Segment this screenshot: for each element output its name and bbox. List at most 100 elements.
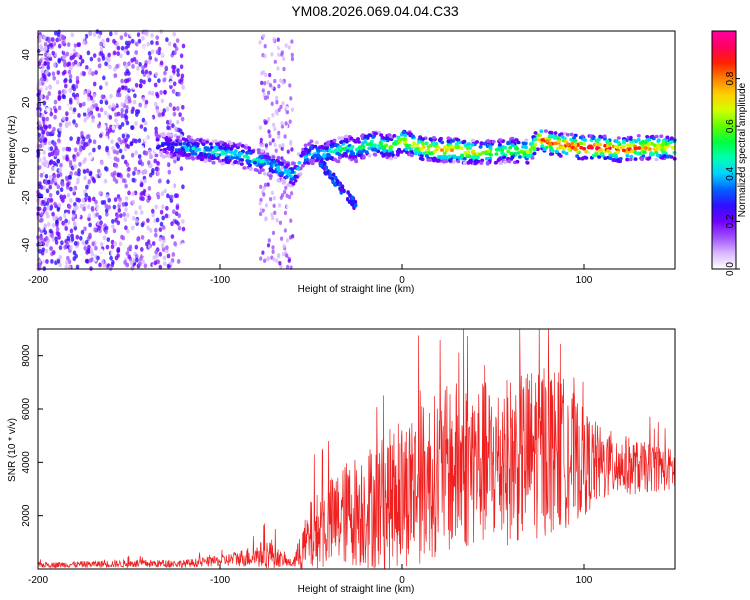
heatmap-cell: [51, 211, 55, 217]
heatmap-cell: [282, 252, 286, 257]
heatmap-cell: [43, 42, 48, 47]
heatmap-cell: [74, 84, 79, 89]
heatmap-cell: [608, 153, 613, 158]
heatmap-cell: [443, 145, 448, 149]
heatmap-cell: [69, 186, 73, 192]
heatmap-cell: [123, 260, 127, 265]
heatmap-cell: [281, 80, 285, 85]
heatmap-cell: [104, 100, 109, 106]
heatmap-cell: [49, 42, 54, 48]
heatmap-cell: [104, 203, 109, 209]
heatmap-cell: [659, 134, 664, 138]
heatmap-cell: [117, 87, 122, 93]
heatmap-cell: [50, 166, 55, 172]
heatmap-cell: [64, 175, 69, 181]
heatmap-cell: [40, 168, 44, 174]
heatmap-cell: [122, 212, 126, 217]
heatmap-cell: [621, 144, 626, 149]
heatmap-cell: [307, 148, 312, 153]
heatmap-cell: [47, 107, 51, 113]
heatmap-cell: [428, 151, 433, 156]
heatmap-cell: [121, 154, 125, 160]
heatmap-cell: [155, 217, 160, 223]
heatmap-cell: [61, 40, 65, 46]
heatmap-cell: [109, 31, 113, 37]
heatmap-cell: [116, 172, 120, 178]
heatmap-cell: [131, 225, 135, 231]
heatmap-cell: [180, 116, 185, 122]
heatmap-cell: [167, 147, 172, 151]
heatmap-cell: [89, 95, 94, 101]
heatmap-cell: [134, 50, 138, 55]
heatmap-cell: [107, 197, 111, 203]
heatmap-cell: [61, 146, 66, 152]
heatmap-cell: [270, 144, 275, 149]
heatmap-cell: [271, 245, 275, 250]
heatmap-cell: [164, 65, 169, 71]
heatmap-cell: [640, 143, 645, 147]
heatmap-cell: [114, 162, 119, 168]
heatmap-cell: [139, 83, 143, 89]
heatmap-cell: [132, 99, 137, 105]
heatmap-cell: [131, 199, 135, 205]
heatmap-cell: [171, 64, 175, 70]
heatmap-cell: [122, 254, 126, 260]
heatmap-cell: [157, 78, 161, 84]
heatmap-cell: [158, 227, 163, 233]
heatmap-cell: [498, 161, 503, 165]
heatmap-cell: [63, 78, 67, 84]
heatmap-cell: [99, 242, 104, 247]
heatmap-cell: [38, 34, 42, 40]
heatmap-cell: [475, 155, 480, 159]
heatmap-cell: [120, 122, 125, 127]
heatmap-cell: [161, 133, 166, 138]
heatmap-cell: [131, 215, 136, 221]
heatmap-cell: [279, 78, 283, 83]
heatmap-cell: [346, 190, 350, 195]
heatmap-cell: [247, 146, 252, 150]
heatmap-cell: [61, 34, 65, 40]
heatmap-cell: [553, 136, 557, 140]
heatmap-cell: [220, 162, 225, 166]
heatmap-cell: [181, 219, 185, 224]
heatmap-cell: [441, 159, 446, 164]
heatmap-cell: [177, 213, 181, 219]
heatmap-cell: [199, 151, 204, 156]
heatmap-cell: [316, 148, 321, 153]
heatmap-cell: [367, 153, 372, 158]
heatmap-cell: [42, 185, 47, 191]
heatmap-cell: [258, 64, 262, 70]
heatmap-cell: [174, 142, 178, 147]
heatmap-cell: [56, 173, 60, 179]
heatmap-cell: [71, 54, 75, 60]
heatmap-cell: [111, 146, 115, 151]
heatmap-cell: [327, 153, 331, 158]
heatmap-cell: [73, 39, 78, 44]
heatmap-cell: [466, 143, 471, 147]
heatmap-cell: [233, 159, 238, 164]
heatmap-cell: [452, 155, 457, 160]
heatmap-cell: [289, 139, 293, 145]
colorbar-gradient: [711, 30, 737, 270]
heatmap-cell: [141, 251, 146, 257]
heatmap-cell: [59, 187, 64, 193]
heatmap-cell: [127, 184, 132, 190]
heatmap-cell: [591, 136, 596, 140]
heatmap-cell: [73, 241, 78, 246]
heatmap-cell: [581, 156, 586, 160]
heatmap-cell: [158, 237, 162, 243]
heatmap-cell: [141, 134, 145, 140]
heatmap-cell: [65, 51, 70, 57]
heatmap-cell: [105, 211, 109, 217]
heatmap-cell: [141, 65, 145, 71]
heatmap-cell: [76, 62, 80, 67]
heatmap-cell: [428, 137, 433, 141]
heatmap-cell: [135, 112, 139, 117]
heatmap-cell: [65, 156, 69, 162]
heatmap-cell: [66, 235, 71, 241]
heatmap-cell: [71, 114, 76, 120]
heatmap-cell: [530, 141, 535, 145]
heatmap-cell: [556, 139, 561, 144]
heatmap-cell: [553, 131, 558, 135]
